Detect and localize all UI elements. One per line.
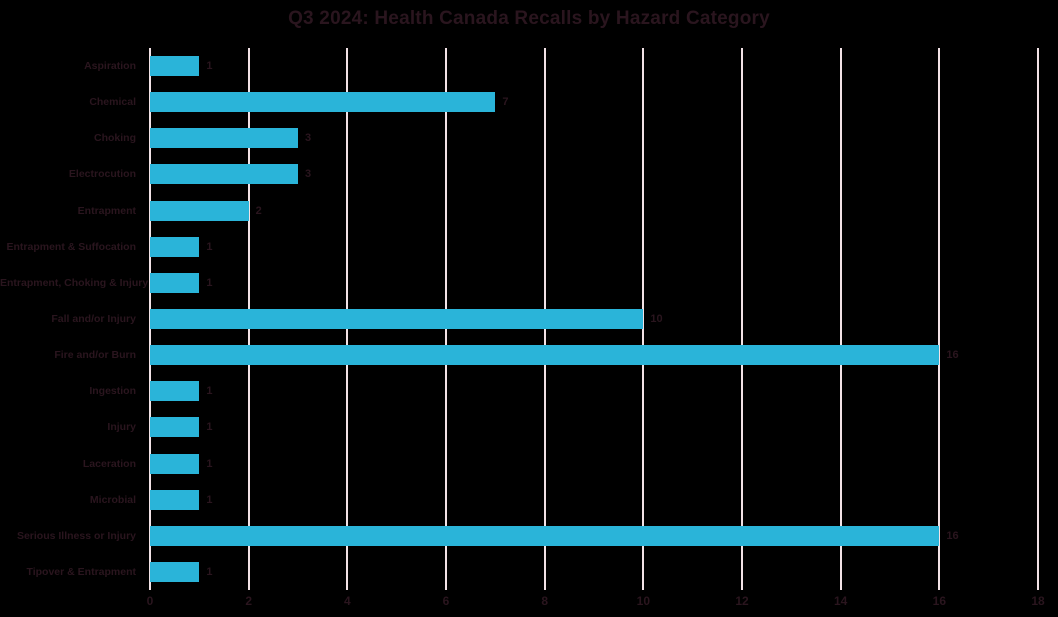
data-label: 1	[206, 493, 213, 506]
bar	[150, 453, 200, 474]
x-tick-label-12: 12	[735, 594, 749, 608]
data-label: 1	[206, 60, 213, 73]
category-label: Entrapment & Suffocation	[6, 240, 136, 253]
x-tick-label-14: 14	[833, 594, 848, 608]
bar	[150, 561, 200, 582]
x-tick-label-18: 18	[1031, 594, 1045, 608]
bar	[150, 92, 496, 113]
category-label: Chemical	[89, 96, 136, 109]
category-label: Entrapment, Choking & Injury	[0, 276, 149, 289]
bar	[150, 489, 200, 510]
category-label: Choking	[94, 132, 136, 145]
bar	[150, 345, 940, 366]
gridline-12	[741, 48, 743, 590]
gridline-14	[839, 48, 842, 590]
data-label: 1	[206, 457, 213, 470]
data-label: 2	[255, 204, 262, 217]
category-label: Ingestion	[89, 385, 136, 398]
category-label: Injury	[107, 421, 136, 434]
bar	[150, 417, 200, 438]
category-label: Tipover & Entrapment	[26, 565, 137, 578]
category-label: Aspiration	[84, 60, 136, 73]
x-tick-label-10: 10	[636, 594, 651, 608]
bar	[150, 56, 200, 77]
gridline-16	[938, 48, 941, 590]
category-label: Fire and/or Burn	[54, 349, 136, 362]
bar	[150, 200, 249, 221]
x-tick-label-6: 6	[442, 594, 450, 608]
bar	[150, 272, 200, 293]
data-label: 7	[502, 96, 509, 109]
chart-title: Q3 2024: Health Canada Recalls by Hazard…	[288, 8, 770, 29]
category-label: Laceration	[82, 457, 136, 470]
x-axis-ticks: 0 2 4 6 8 10 12 14 16 18	[146, 594, 1045, 614]
data-label: 1	[206, 421, 213, 434]
x-tick-label-2: 2	[245, 594, 252, 608]
x-tick-label-16: 16	[932, 594, 947, 608]
data-label: 1	[206, 240, 213, 253]
bar	[150, 236, 200, 257]
x-tick-label-8: 8	[541, 594, 548, 608]
data-label: 3	[305, 132, 312, 145]
gridline-18	[1037, 48, 1039, 590]
data-label: 1	[206, 565, 213, 578]
data-label: 1	[206, 276, 213, 289]
category-label: Serious Illness or Injury	[16, 529, 136, 542]
data-label: 16	[946, 529, 959, 542]
category-label: Entrapment	[77, 204, 136, 217]
bar	[150, 164, 298, 185]
bar	[150, 381, 200, 402]
gridline-10	[642, 48, 645, 590]
category-label: Fall and/or Injury	[51, 313, 136, 325]
data-label: 16	[946, 349, 959, 362]
category-axis: Aspiration Chemical Choking Electrocution En…	[0, 48, 149, 590]
category-label: Microbial	[89, 493, 136, 506]
bar	[150, 128, 298, 149]
x-tick-label-4: 4	[343, 594, 351, 608]
data-label: 3	[305, 168, 312, 181]
plot-area: 1 7 3 3 2 1 1 10 16 1 1 1 1 16 1	[149, 48, 1039, 590]
bar	[150, 309, 644, 329]
data-label: 10	[650, 313, 663, 325]
x-tick-label-0: 0	[146, 594, 154, 608]
category-label: Electrocution	[68, 168, 136, 181]
bar	[150, 525, 940, 546]
data-label: 1	[206, 385, 213, 398]
